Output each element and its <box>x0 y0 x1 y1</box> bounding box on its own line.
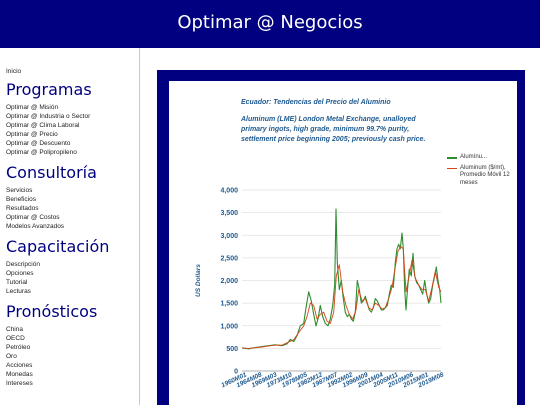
nav-link-mision[interactable]: Optimar @ Misión <box>6 104 59 111</box>
y-tick-label: 4,000 <box>220 188 238 195</box>
chart-legend: Alumínu... Aluminum ($/mt), Promedio Móv… <box>447 154 515 190</box>
nav-link-servicios[interactable]: Servicios <box>6 187 33 194</box>
nav-link-tutorial[interactable]: Tutorial <box>6 279 28 286</box>
nav-link-oro[interactable]: Oro <box>6 353 17 360</box>
nav-link-petroleo[interactable]: Petróleo <box>6 344 31 351</box>
nav-link-beneficios[interactable]: Beneficios <box>6 196 36 203</box>
nav-link-china[interactable]: China <box>6 326 23 333</box>
nav-section-pronosticos: Pronósticos China OECD Petróleo Oro Acci… <box>6 302 139 388</box>
section-heading-programas: Programas <box>6 80 92 99</box>
nav-link-acciones[interactable]: Acciones <box>6 362 33 369</box>
legend-swatch-moving-average <box>447 167 457 169</box>
site-title: Optimar @ Negocios <box>177 12 363 33</box>
nav-link-opciones[interactable]: Opciones <box>6 270 34 277</box>
series-line-moving-average <box>241 246 442 349</box>
nav-link-industria[interactable]: Optimar @ Industria o Sector <box>6 113 91 120</box>
nav-link-monedas[interactable]: Monedas <box>6 371 33 378</box>
nav-link-lecturas[interactable]: Lecturas <box>6 288 31 295</box>
site-header: Optimar @ Negocios <box>0 0 540 48</box>
chart-subtitle: Aluminum (LME) London Metal Exchange, un… <box>241 116 426 143</box>
sidebar: Inicio Programas Optimar @ Misión Optima… <box>0 48 140 405</box>
y-axis-title: US Dollars <box>195 264 202 297</box>
chart-title: Ecuador: Tendencias del Precio del Alumi… <box>241 99 391 106</box>
section-heading-consultoria: Consultoría <box>6 163 97 182</box>
nav-link-intereses[interactable]: Intereses <box>6 380 33 387</box>
main-content: 0 500 1,000 1,500 2,000 2,500 3,000 3,500 4,000 U… <box>141 48 540 405</box>
nav-section-consultoria: Consultoría Servicios Beneficios Resulta… <box>6 163 139 231</box>
chart-panel: 0 500 1,000 1,500 2,000 2,500 3,000 3,500 4,000 U… <box>169 81 517 405</box>
y-tick-label: 1,000 <box>220 323 238 330</box>
legend-item-actual: Alumínu... <box>447 154 515 162</box>
y-tick-label: 3,500 <box>220 210 238 217</box>
y-tick-label: 2,000 <box>220 278 238 285</box>
nav-section-capacitacion: Capacitación Descripción Opciones Tutori… <box>6 237 139 296</box>
nav-link-modelos-avanzados[interactable]: Modelos Avanzados <box>6 223 65 230</box>
legend-swatch-actual <box>447 157 457 159</box>
y-tick-label: 0 <box>234 369 238 376</box>
legend-label-moving-average: Aluminum ($/mt), Promedio Móvil 12 meses <box>460 164 510 186</box>
nav-link-descuento[interactable]: Optimar @ Descuento <box>6 140 71 147</box>
y-tick-label: 1,500 <box>220 301 238 308</box>
section-heading-capacitacion: Capacitación <box>6 237 110 256</box>
legend-label-actual: Alumínu... <box>460 154 488 160</box>
legend-item-moving-average: Aluminum ($/mt), Promedio Móvil 12 meses <box>447 165 515 188</box>
section-heading-pronosticos: Pronósticos <box>6 302 98 321</box>
price-chart: 0 500 1,000 1,500 2,000 2,500 3,000 3,500 4,000 U… <box>195 188 445 390</box>
nav-section-programas: Programas Optimar @ Misión Optimar @ Ind… <box>6 80 139 157</box>
nav-link-costos[interactable]: Optimar @ Costos <box>6 214 60 221</box>
nav-link-precio[interactable]: Optimar @ Precio <box>6 131 58 138</box>
nav-link-resultados[interactable]: Resultados <box>6 205 39 212</box>
y-tick-label: 2,500 <box>220 255 238 262</box>
nav-link-clima-laboral[interactable]: Optimar @ Clima Laboral <box>6 122 80 129</box>
y-tick-label: 500 <box>226 346 238 353</box>
y-tick-label: 3,000 <box>220 233 238 240</box>
nav-link-polipropileno[interactable]: Optimar @ Polipropileno <box>6 149 77 156</box>
nav-link-descripcion[interactable]: Descripción <box>6 261 40 268</box>
nav-link-oecd[interactable]: OECD <box>6 335 25 342</box>
nav-link-inicio[interactable]: Inicio <box>6 68 22 75</box>
